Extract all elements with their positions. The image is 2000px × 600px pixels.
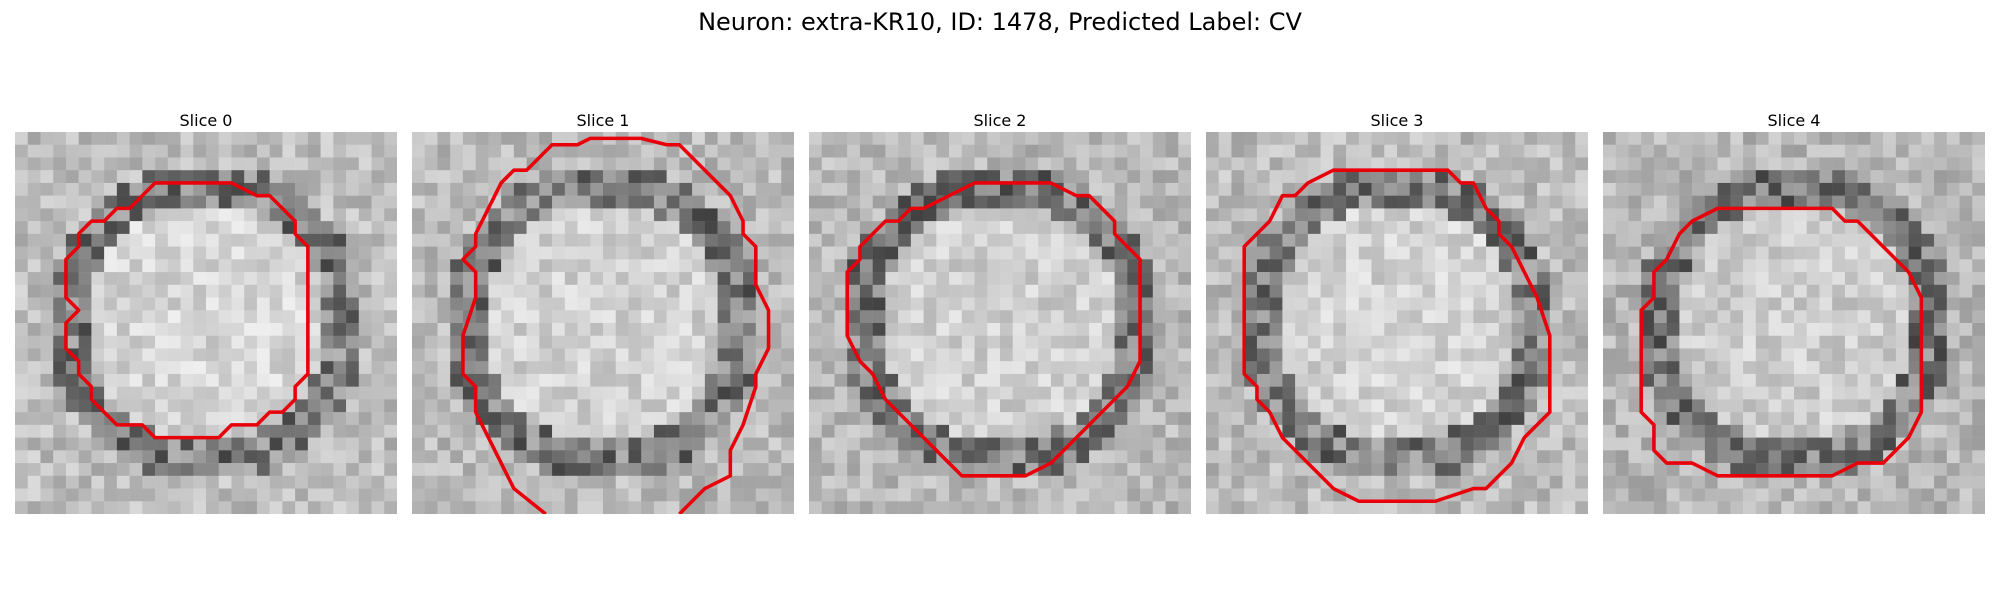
segmentation-contour <box>461 136 771 514</box>
slice-title: Slice 2 <box>973 111 1027 130</box>
slice-image <box>412 132 794 514</box>
slice-panel: Slice 3 <box>1206 110 1588 514</box>
segmentation-contour <box>1639 206 1924 478</box>
slice-title: Slice 0 <box>179 111 233 130</box>
slice-image <box>1206 132 1588 514</box>
slice-title: Slice 4 <box>1767 111 1821 130</box>
segmentation-contour <box>845 181 1142 478</box>
slice-image <box>1603 132 1985 514</box>
slice-title: Slice 3 <box>1370 111 1424 130</box>
slice-image <box>809 132 1191 514</box>
figure-title: Neuron: extra-KR10, ID: 1478, Predicted … <box>698 8 1302 36</box>
slice-panel: Slice 1 <box>412 110 794 514</box>
slice-panel: Slice 4 <box>1603 110 1985 514</box>
slice-panel: Slice 0 <box>15 110 397 514</box>
segmentation-contour <box>1242 168 1552 504</box>
slice-panel: Slice 2 <box>809 110 1191 514</box>
segmentation-contour <box>64 181 310 440</box>
slice-image <box>15 132 397 514</box>
slice-title: Slice 1 <box>576 111 630 130</box>
